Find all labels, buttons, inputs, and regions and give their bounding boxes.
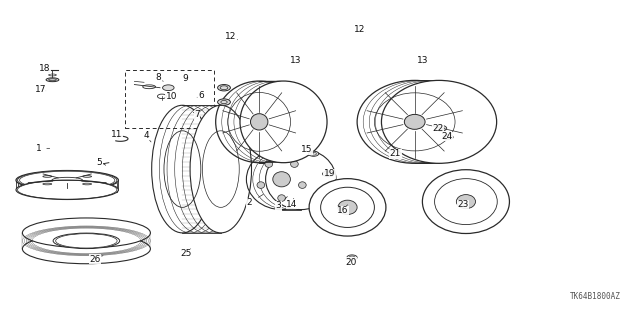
Text: 25: 25 xyxy=(180,249,191,258)
Text: 20: 20 xyxy=(345,258,356,267)
Text: 6: 6 xyxy=(199,91,204,100)
Ellipse shape xyxy=(323,171,334,177)
Ellipse shape xyxy=(273,172,291,187)
Ellipse shape xyxy=(435,125,447,131)
Text: 17: 17 xyxy=(35,85,46,94)
Ellipse shape xyxy=(381,80,497,163)
Ellipse shape xyxy=(218,99,230,105)
Ellipse shape xyxy=(46,78,59,82)
Ellipse shape xyxy=(163,85,174,91)
Ellipse shape xyxy=(257,182,265,189)
Ellipse shape xyxy=(250,114,268,130)
Text: 3: 3 xyxy=(276,201,281,210)
Ellipse shape xyxy=(266,149,336,210)
Ellipse shape xyxy=(53,233,120,249)
Text: 24: 24 xyxy=(441,132,452,141)
Text: 1: 1 xyxy=(36,144,41,153)
Text: 5: 5 xyxy=(97,158,102,167)
Ellipse shape xyxy=(278,195,285,201)
Ellipse shape xyxy=(190,105,252,233)
Ellipse shape xyxy=(22,218,150,248)
Text: 13: 13 xyxy=(290,56,301,65)
Text: 2: 2 xyxy=(247,198,252,207)
Text: 15: 15 xyxy=(301,145,313,154)
Ellipse shape xyxy=(17,171,117,189)
Text: 13: 13 xyxy=(417,56,428,65)
Ellipse shape xyxy=(404,115,425,129)
Ellipse shape xyxy=(52,177,83,183)
Ellipse shape xyxy=(422,170,509,234)
Text: TK64B1800AZ: TK64B1800AZ xyxy=(570,293,621,301)
Ellipse shape xyxy=(347,255,357,260)
Ellipse shape xyxy=(338,200,357,215)
Text: 11: 11 xyxy=(111,130,123,139)
Ellipse shape xyxy=(298,182,306,189)
Ellipse shape xyxy=(443,135,453,140)
Text: 12: 12 xyxy=(354,25,365,34)
Text: 26: 26 xyxy=(89,255,100,263)
Text: 22: 22 xyxy=(433,124,444,133)
Text: 16: 16 xyxy=(337,206,348,215)
Text: 19: 19 xyxy=(324,169,335,178)
Text: 23: 23 xyxy=(458,200,469,209)
Ellipse shape xyxy=(22,234,150,264)
Ellipse shape xyxy=(83,176,92,177)
Ellipse shape xyxy=(309,179,386,236)
Ellipse shape xyxy=(240,81,327,163)
Ellipse shape xyxy=(16,180,118,199)
Ellipse shape xyxy=(20,171,115,189)
Ellipse shape xyxy=(43,176,52,177)
Text: 9: 9 xyxy=(183,74,188,83)
Ellipse shape xyxy=(308,151,319,156)
Ellipse shape xyxy=(218,85,230,91)
Ellipse shape xyxy=(456,195,476,209)
Bar xyxy=(125,70,214,128)
Ellipse shape xyxy=(265,161,273,167)
Text: 7: 7 xyxy=(195,110,200,119)
Ellipse shape xyxy=(83,183,92,185)
Text: 21: 21 xyxy=(390,149,401,158)
Text: 8: 8 xyxy=(156,73,161,82)
Ellipse shape xyxy=(43,183,52,185)
Text: 12: 12 xyxy=(225,32,236,41)
Text: 14: 14 xyxy=(286,200,298,209)
Text: 4: 4 xyxy=(143,131,148,140)
Text: 10: 10 xyxy=(166,92,177,101)
Text: 18: 18 xyxy=(39,64,51,73)
Ellipse shape xyxy=(16,171,118,190)
Ellipse shape xyxy=(291,161,298,167)
